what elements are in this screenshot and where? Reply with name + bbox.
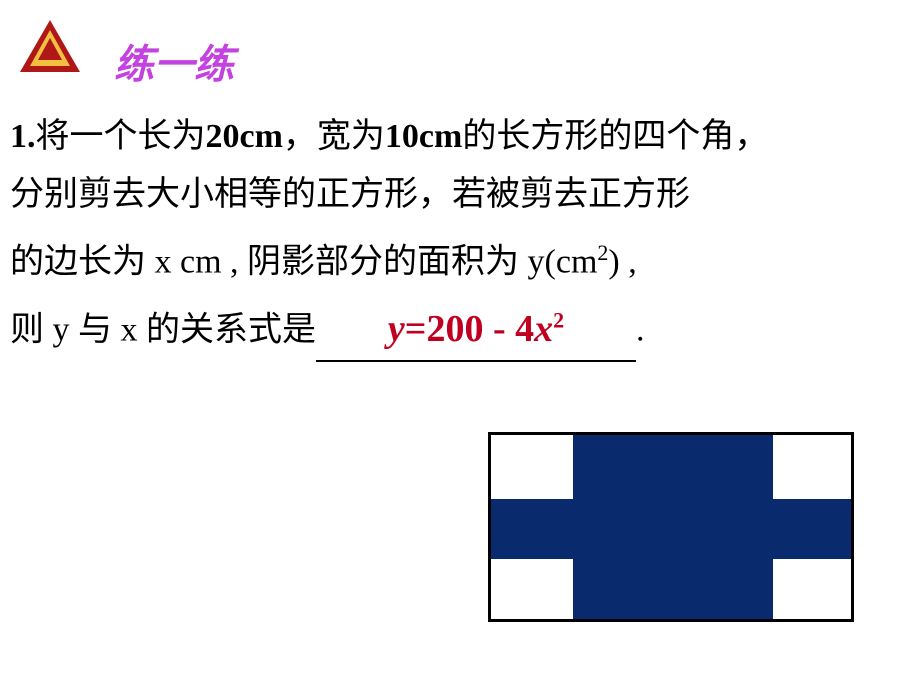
answer-text: y=200 - 4x2 [388,308,564,350]
rectangle-diagram [488,432,854,622]
section-title: 练一练 [114,32,234,90]
answer-blank: y=200 - 4x2 [316,291,636,360]
problem-number: 1. [10,118,36,155]
emblem-logo [18,18,82,74]
problem-text: 1.将一个长为20cm，宽为10cm的长方形的四个角， 分别剪去大小相等的正方形… [10,108,910,360]
shaded-horizontal [491,499,851,559]
